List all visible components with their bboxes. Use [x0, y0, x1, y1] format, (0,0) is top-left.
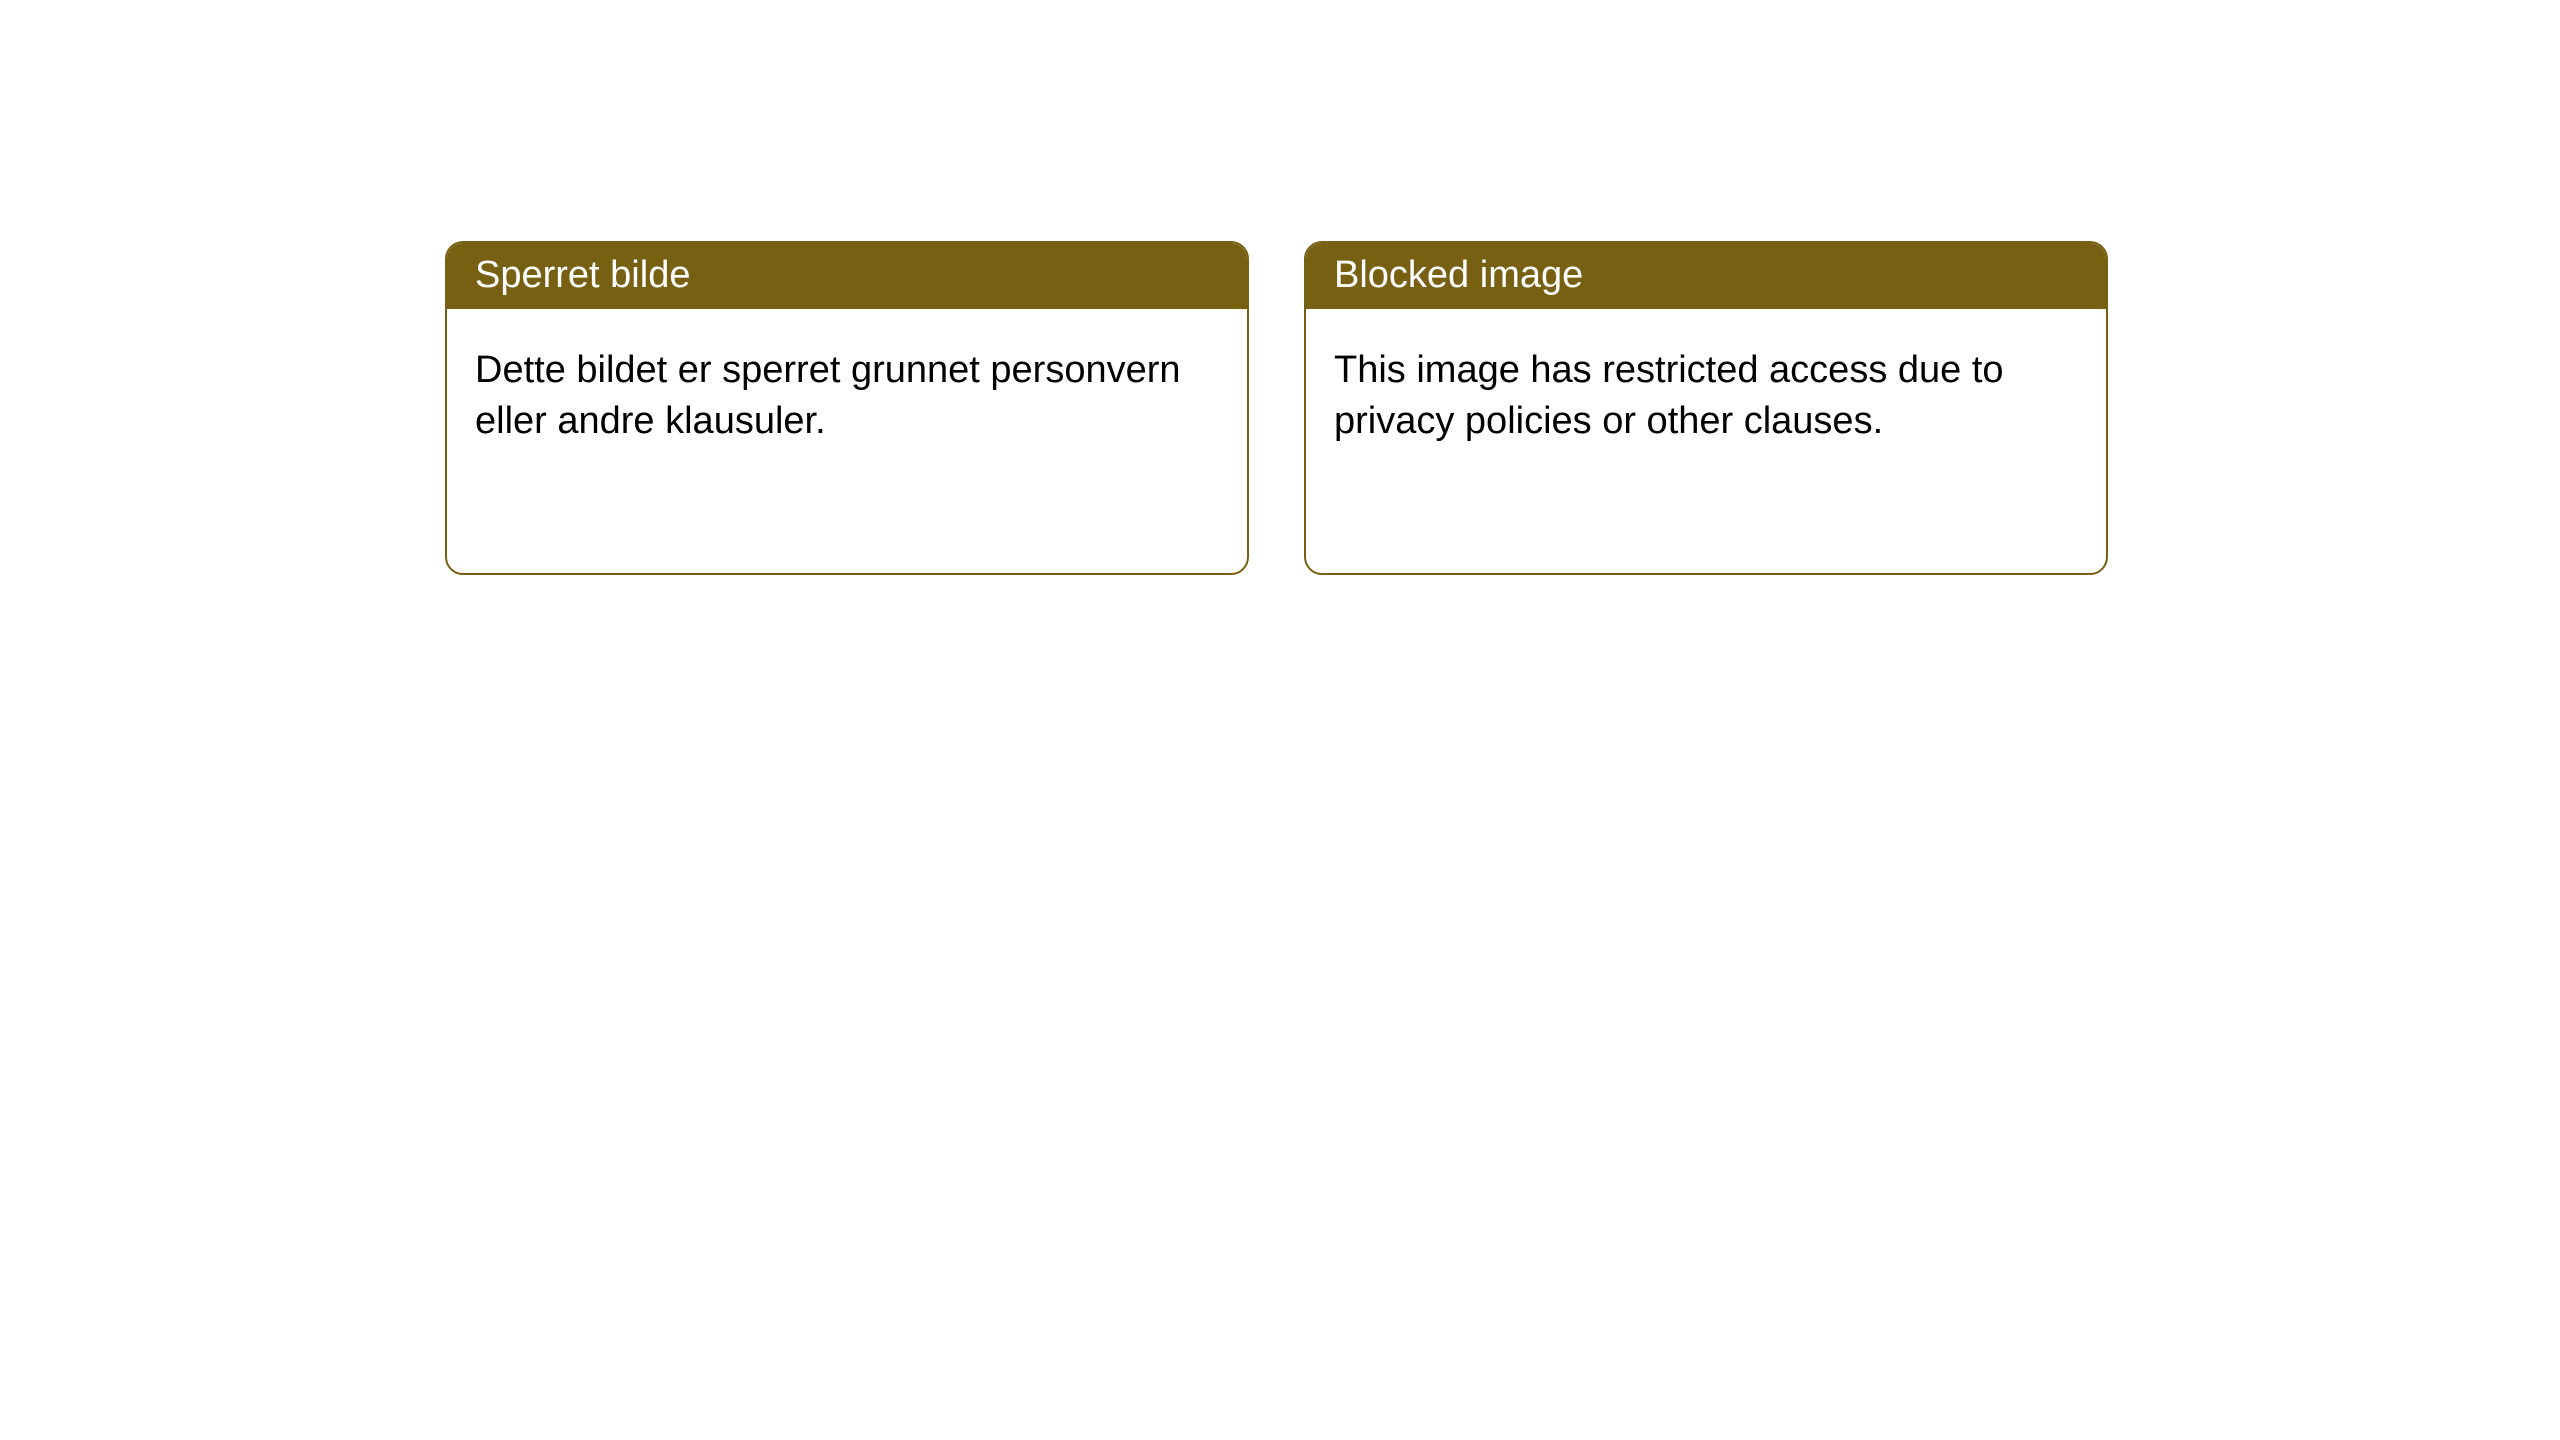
notice-title: Sperret bilde	[447, 243, 1247, 309]
notice-card-norwegian: Sperret bilde Dette bildet er sperret gr…	[445, 241, 1249, 575]
notice-title: Blocked image	[1306, 243, 2106, 309]
notice-container: Sperret bilde Dette bildet er sperret gr…	[445, 241, 2108, 575]
notice-body: Dette bildet er sperret grunnet personve…	[447, 309, 1247, 484]
notice-card-english: Blocked image This image has restricted …	[1304, 241, 2108, 575]
notice-body: This image has restricted access due to …	[1306, 309, 2106, 484]
